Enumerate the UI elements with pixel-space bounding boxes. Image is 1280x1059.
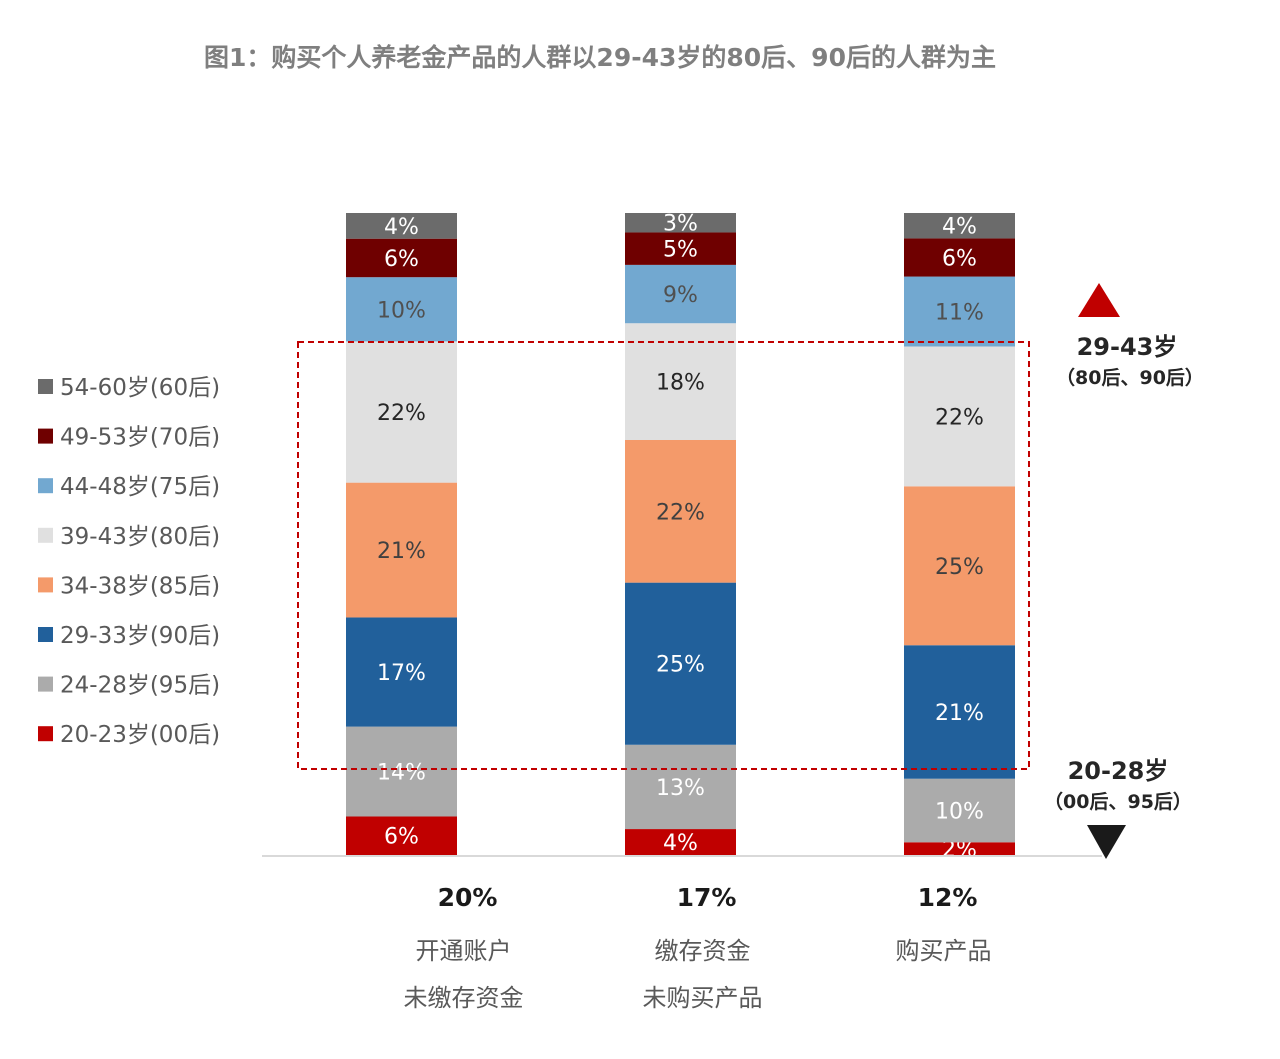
bar-segment xyxy=(346,482,457,618)
chart-title: 图1：购买个人养老金产品的人群以29-43岁的80后、90后的人群为主 xyxy=(204,43,996,72)
up-triangle-icon xyxy=(1078,283,1120,317)
data-label: 9% xyxy=(663,283,698,308)
data-label: 22% xyxy=(656,500,705,525)
bar-segment xyxy=(625,232,736,265)
data-label: 10% xyxy=(377,298,426,323)
legend-swatch xyxy=(38,478,53,494)
data-label: 4% xyxy=(663,831,698,856)
bar-segment xyxy=(346,213,457,239)
annotation-upper-label: 29-43岁 xyxy=(1077,333,1178,361)
bar-segment xyxy=(346,238,457,278)
data-label: 6% xyxy=(942,246,977,271)
data-label: 21% xyxy=(935,701,984,726)
legend-swatch xyxy=(38,676,53,692)
bar-segment xyxy=(346,617,457,727)
bar-segment xyxy=(904,778,1015,843)
bar-segment xyxy=(625,213,736,233)
category-percent: 17% xyxy=(677,883,737,912)
bar-segment xyxy=(625,744,736,830)
bar-segment xyxy=(625,582,736,745)
data-label: 6% xyxy=(384,247,419,272)
annotation-lower: 20-28岁 （00后、95后） xyxy=(1044,757,1192,859)
data-label: 5% xyxy=(663,238,698,263)
data-label: 6% xyxy=(384,825,419,850)
bar-segment xyxy=(346,726,457,817)
data-label: 25% xyxy=(656,653,705,678)
category-label-line1: 购买产品 xyxy=(896,937,992,965)
highlight-box xyxy=(297,341,1030,770)
legend-label: 54-60岁(60后) xyxy=(60,375,220,401)
legend-swatch xyxy=(38,627,53,642)
bar-segment xyxy=(904,238,1015,277)
annotation-upper-sub: （80后、90后） xyxy=(1056,366,1204,389)
legend-label: 49-53岁(70后) xyxy=(60,425,220,451)
bar-segment xyxy=(904,276,1015,347)
category-label-line1: 开通账户 xyxy=(416,937,512,965)
bar-segment xyxy=(346,816,457,855)
bars-group: 6% 14% 17% 21% 22% 10% 6% 4% 4% 13% 25% 22% 18% 9% 5%3… xyxy=(346,212,1015,863)
legend-swatch xyxy=(38,527,53,543)
legend-label: 20-23岁(00后) xyxy=(60,722,220,748)
down-triangle-icon xyxy=(1087,825,1126,859)
category-label-line1: 缴存资金 xyxy=(655,937,751,965)
legend-swatch xyxy=(38,379,53,394)
bar-segment xyxy=(625,439,736,583)
bar-segment xyxy=(904,486,1015,646)
bar-segment xyxy=(904,842,1015,855)
category-percent: 12% xyxy=(918,883,978,912)
annotation-upper: 29-43岁 （80后、90后） xyxy=(1056,283,1204,389)
bar-segment xyxy=(904,346,1015,487)
data-label: 22% xyxy=(935,405,984,430)
data-label: 21% xyxy=(377,539,426,564)
category-label-line2: 未购买产品 xyxy=(643,984,763,1012)
legend-label: 34-38岁(85后) xyxy=(60,573,220,599)
annotation-lower-sub: （00后、95后） xyxy=(1044,790,1192,813)
bar-segment xyxy=(904,213,1015,239)
legend-swatch xyxy=(38,726,53,742)
data-label: 10% xyxy=(935,800,984,825)
bar-segment xyxy=(346,341,457,483)
legend-label: 24-28岁(95后) xyxy=(60,673,220,699)
data-label: 17% xyxy=(377,661,426,686)
data-label: 13% xyxy=(656,776,705,801)
data-label: 3% xyxy=(663,212,698,237)
data-label: 18% xyxy=(656,371,705,396)
legend-label: 44-48岁(75后) xyxy=(60,474,220,500)
annotation-lower-label: 20-28岁 xyxy=(1068,757,1169,785)
data-label: 11% xyxy=(935,301,984,326)
legend-label: 39-43岁(80后) xyxy=(60,524,220,550)
category-label-line2: 未缴存资金 xyxy=(404,984,524,1012)
data-label: 22% xyxy=(377,401,426,426)
bar-segment xyxy=(625,829,736,855)
data-label: 4% xyxy=(942,215,977,240)
data-label: 14% xyxy=(377,761,426,786)
legend: 54-60岁(60后) 49-53岁(70后) 44-48岁(75后) 39-43岁(… xyxy=(38,375,220,748)
data-label: 25% xyxy=(935,555,984,580)
bar-segment xyxy=(904,645,1015,779)
legend-label: 29-33岁(90后) xyxy=(60,623,220,649)
legend-swatch xyxy=(38,428,53,444)
category-percent: 20% xyxy=(438,883,498,912)
data-label: 4% xyxy=(384,215,419,240)
bar-segment xyxy=(625,264,736,324)
legend-swatch xyxy=(38,577,53,593)
bar-segment xyxy=(346,277,457,342)
